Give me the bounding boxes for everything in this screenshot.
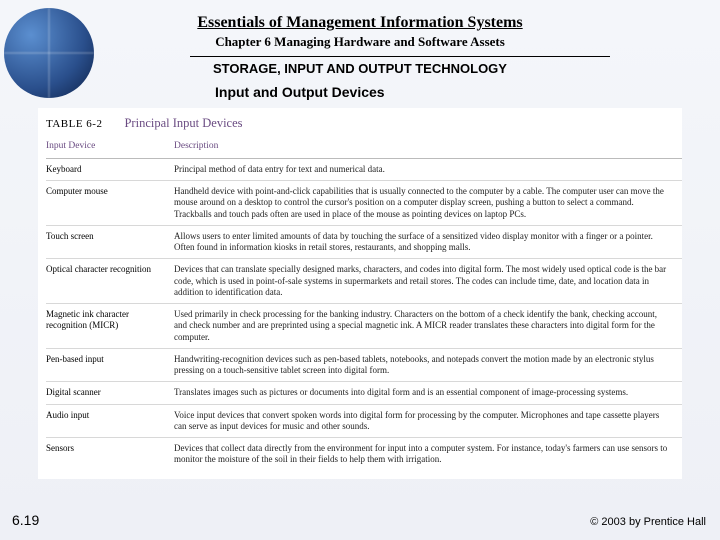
col-description: Description <box>174 137 682 158</box>
book-title: Essentials of Management Information Sys… <box>0 14 720 32</box>
divider <box>190 56 610 57</box>
table-row: Digital scannerTranslates images such as… <box>46 382 682 404</box>
cell-description: Devices that collect data directly from … <box>174 438 682 471</box>
table-row: Pen-based inputHandwriting-recognition d… <box>46 348 682 382</box>
table-row: KeyboardPrincipal method of data entry f… <box>46 158 682 180</box>
table-row: Audio inputVoice input devices that conv… <box>46 404 682 438</box>
table-row: Optical character recognitionDevices tha… <box>46 259 682 304</box>
table-title: Principal Input Devices <box>124 116 242 131</box>
cell-description: Voice input devices that convert spoken … <box>174 404 682 438</box>
cell-device: Touch screen <box>46 225 174 259</box>
cell-device: Magnetic ink character recognition (MICR… <box>46 304 174 349</box>
cell-description: Principal method of data entry for text … <box>174 158 682 180</box>
table-number: TABLE 6-2 <box>46 118 102 130</box>
cell-description: Devices that can translate specially des… <box>174 259 682 304</box>
table-row: Touch screenAllows users to enter limite… <box>46 225 682 259</box>
cell-description: Allows users to enter limited amounts of… <box>174 225 682 259</box>
copyright: © 2003 by Prentice Hall <box>590 516 706 528</box>
cell-description: Translates images such as pictures or do… <box>174 382 682 404</box>
table-heading: TABLE 6-2 Principal Input Devices <box>46 116 682 131</box>
col-device: Input Device <box>46 137 174 158</box>
chapter-title: Chapter 6 Managing Hardware and Software… <box>0 34 720 50</box>
slide-header: Essentials of Management Information Sys… <box>0 0 720 50</box>
cell-device: Keyboard <box>46 158 174 180</box>
table-row: Computer mouseHandheld device with point… <box>46 181 682 226</box>
subsection-title: Input and Output Devices <box>215 84 720 100</box>
cell-device: Pen-based input <box>46 348 174 382</box>
cell-device: Audio input <box>46 404 174 438</box>
cell-device: Digital scanner <box>46 382 174 404</box>
table-row: SensorsDevices that collect data directl… <box>46 438 682 471</box>
section-title: STORAGE, INPUT AND OUTPUT TECHNOLOGY <box>0 61 720 76</box>
cell-description: Handheld device with point-and-click cap… <box>174 181 682 226</box>
cell-description: Handwriting-recognition devices such as … <box>174 348 682 382</box>
table-container: TABLE 6-2 Principal Input Devices Input … <box>38 108 682 479</box>
slide-number: 6.19 <box>12 512 39 528</box>
cell-device: Computer mouse <box>46 181 174 226</box>
cell-description: Used primarily in check processing for t… <box>174 304 682 349</box>
table-row: Magnetic ink character recognition (MICR… <box>46 304 682 349</box>
cell-device: Sensors <box>46 438 174 471</box>
input-devices-table: Input Device Description KeyboardPrincip… <box>46 137 682 471</box>
cell-device: Optical character recognition <box>46 259 174 304</box>
